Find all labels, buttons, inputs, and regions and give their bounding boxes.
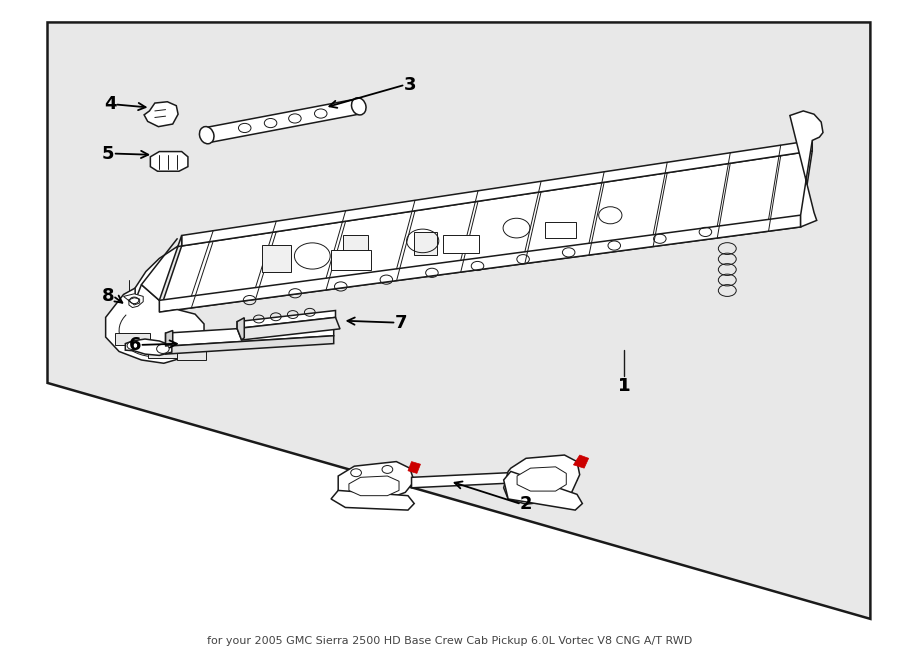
Polygon shape bbox=[573, 455, 589, 468]
Polygon shape bbox=[237, 318, 244, 340]
Polygon shape bbox=[349, 476, 399, 496]
Text: 3: 3 bbox=[403, 76, 416, 94]
Polygon shape bbox=[518, 467, 566, 491]
Text: 1: 1 bbox=[618, 377, 631, 395]
Polygon shape bbox=[790, 111, 823, 227]
Polygon shape bbox=[114, 333, 150, 345]
Text: 7: 7 bbox=[394, 313, 407, 332]
Polygon shape bbox=[135, 235, 182, 301]
Polygon shape bbox=[150, 151, 188, 171]
Polygon shape bbox=[411, 469, 577, 488]
Polygon shape bbox=[159, 215, 801, 312]
Text: 8: 8 bbox=[102, 287, 114, 305]
Polygon shape bbox=[177, 350, 206, 360]
Polygon shape bbox=[504, 455, 580, 504]
Text: 6: 6 bbox=[129, 336, 141, 354]
Text: 4: 4 bbox=[104, 95, 116, 114]
Polygon shape bbox=[207, 98, 359, 143]
Polygon shape bbox=[237, 311, 336, 329]
Text: 1: 1 bbox=[618, 377, 631, 395]
Polygon shape bbox=[444, 235, 479, 253]
Polygon shape bbox=[331, 250, 371, 270]
Polygon shape bbox=[166, 323, 334, 346]
Ellipse shape bbox=[200, 126, 214, 144]
Polygon shape bbox=[166, 336, 334, 354]
Polygon shape bbox=[123, 293, 143, 307]
Polygon shape bbox=[343, 235, 368, 260]
Polygon shape bbox=[166, 330, 173, 346]
Polygon shape bbox=[125, 339, 172, 356]
Polygon shape bbox=[148, 348, 182, 358]
Text: 5: 5 bbox=[102, 145, 114, 163]
Polygon shape bbox=[262, 245, 291, 272]
Polygon shape bbox=[338, 461, 414, 502]
Polygon shape bbox=[545, 221, 576, 238]
Polygon shape bbox=[504, 471, 582, 510]
Ellipse shape bbox=[352, 98, 366, 115]
Polygon shape bbox=[414, 232, 436, 255]
Polygon shape bbox=[331, 490, 414, 510]
Polygon shape bbox=[105, 285, 204, 364]
Text: 2: 2 bbox=[520, 495, 532, 513]
Polygon shape bbox=[144, 102, 178, 127]
Polygon shape bbox=[237, 317, 340, 340]
Polygon shape bbox=[182, 140, 812, 246]
Polygon shape bbox=[48, 22, 870, 619]
Text: for your 2005 GMC Sierra 2500 HD Base Crew Cab Pickup 6.0L Vortec V8 CNG A/T RWD: for your 2005 GMC Sierra 2500 HD Base Cr… bbox=[207, 637, 693, 646]
Polygon shape bbox=[159, 151, 812, 312]
Polygon shape bbox=[408, 461, 420, 473]
